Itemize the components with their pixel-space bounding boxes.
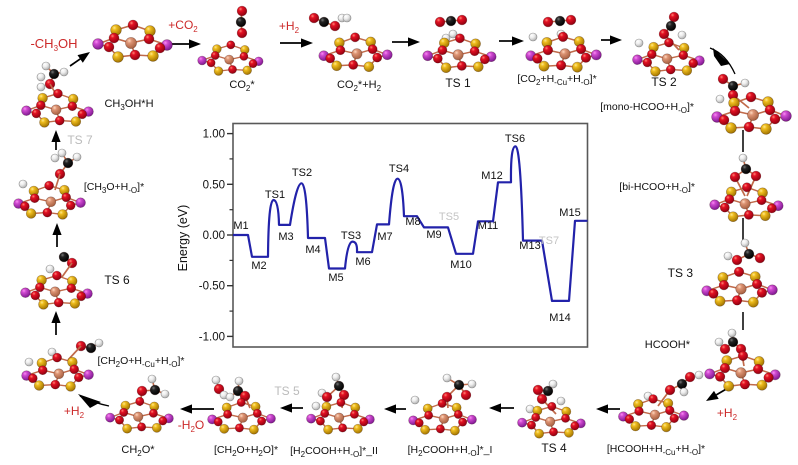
svg-text:TS1: TS1 [265, 189, 285, 201]
svg-text:M1: M1 [233, 220, 248, 232]
svg-text:CO2​*: CO2​* [229, 79, 255, 93]
svg-text:+CO2​: +CO2​ [168, 18, 198, 34]
svg-text:TS 4: TS 4 [541, 441, 567, 455]
svg-text:M15: M15 [559, 207, 580, 219]
svg-text:M10: M10 [450, 259, 471, 271]
svg-text:+H2​: +H2​ [64, 404, 85, 420]
svg-text:[CH2​O+H-Cu​+H-O​]*: [CH2​O+H-Cu​+H-O​]* [98, 355, 185, 369]
svg-text:M13: M13 [519, 240, 540, 252]
svg-text:M12: M12 [481, 170, 502, 182]
svg-text:[CH2​O+H2​O]*: [CH2​O+H2​O]* [214, 444, 278, 458]
svg-text:M9: M9 [426, 229, 441, 241]
svg-text:M6: M6 [355, 256, 370, 268]
svg-text:TS 2: TS 2 [651, 75, 677, 89]
svg-text:M8: M8 [405, 216, 420, 228]
svg-text:-H2​O: -H2​O [178, 418, 204, 434]
svg-text:TS3: TS3 [341, 230, 361, 242]
svg-text:1.00: 1.00 [203, 129, 225, 141]
svg-text:M11: M11 [478, 220, 499, 232]
svg-text:M2: M2 [251, 260, 266, 272]
svg-text:HCOOH*: HCOOH* [645, 339, 691, 351]
svg-text:TS7: TS7 [539, 235, 559, 247]
svg-text:M5: M5 [328, 272, 343, 284]
svg-text:M3: M3 [278, 231, 293, 243]
svg-text:TS6: TS6 [505, 133, 525, 145]
svg-text:TS 1: TS 1 [445, 76, 471, 90]
svg-text:TS 7: TS 7 [67, 133, 93, 147]
svg-text:TS2: TS2 [292, 167, 312, 179]
svg-text:M14: M14 [549, 312, 570, 324]
svg-text:TS4: TS4 [389, 163, 409, 175]
svg-text:-CH3​OH: -CH3​OH [30, 36, 77, 53]
svg-text:+H2​: +H2​ [279, 19, 300, 35]
svg-text:CO2​*+H2​: CO2​*+H2​ [337, 79, 382, 93]
svg-text:TS 6: TS 6 [104, 273, 130, 287]
svg-text:M4: M4 [305, 244, 320, 256]
svg-text:CH3​OH*H: CH3​OH*H [104, 98, 153, 112]
svg-text:TS 5: TS 5 [274, 384, 300, 398]
svg-text:-0.50: -0.50 [199, 281, 225, 293]
svg-text:[mono-HCOO+H-O​]*: [mono-HCOO+H-O​]* [600, 101, 694, 115]
svg-text:Energy (eV): Energy (eV) [176, 205, 190, 272]
svg-text:M7: M7 [377, 231, 392, 243]
svg-text:CH2​O*: CH2​O* [121, 444, 155, 458]
svg-text:TS 3: TS 3 [668, 266, 694, 280]
svg-text:-1.00: -1.00 [199, 331, 225, 343]
svg-text:[HCOOH+H-Cu​+H-O​]*: [HCOOH+H-Cu​+H-O​]* [607, 443, 705, 457]
svg-text:0.50: 0.50 [203, 179, 225, 191]
svg-text:+H2​: +H2​ [717, 406, 738, 422]
svg-text:[bi-HCOO+H-O​]*: [bi-HCOO+H-O​]* [619, 181, 695, 195]
svg-text:0.00: 0.00 [203, 230, 225, 242]
svg-text:TS5: TS5 [439, 211, 459, 223]
